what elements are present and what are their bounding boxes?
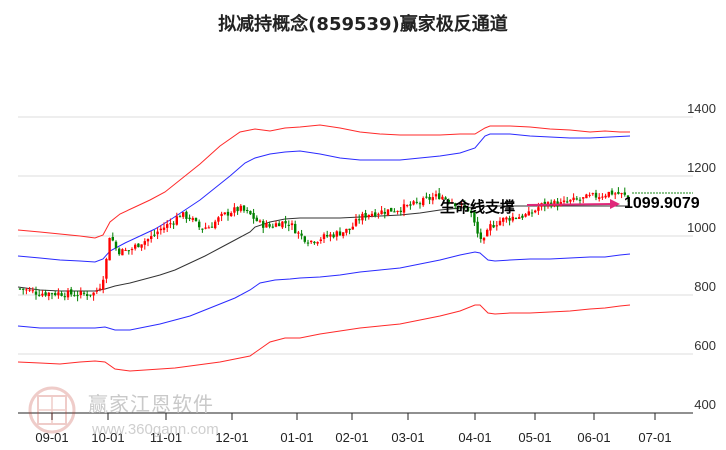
- watermark-logo: [28, 386, 76, 434]
- watermark-url: www.360gann.com: [92, 421, 219, 438]
- chart-title: 拟减持概念(859539)赢家极反通道: [218, 14, 508, 35]
- x-tick-label: 02-01: [335, 430, 369, 445]
- x-tick-label: 05-01: [518, 430, 552, 445]
- x-tick-label: 11-01: [149, 430, 183, 445]
- gridlines: [18, 116, 693, 355]
- y-tick-400: 400: [694, 397, 716, 412]
- inner-upper-band: [17, 133, 631, 263]
- support-value: 1099.9079: [624, 195, 700, 212]
- x-tick-label: 04-01: [458, 430, 492, 445]
- y-tick-1000: 1000: [687, 220, 716, 235]
- y-tick-1400: 1400: [687, 101, 716, 116]
- life-line: [17, 205, 630, 292]
- y-tick-800: 800: [694, 279, 716, 294]
- x-tick-label: 06-01: [577, 430, 611, 445]
- x-tick-label: 10-01: [91, 430, 125, 445]
- support-arrow: [526, 199, 620, 209]
- x-tick-label: 07-01: [638, 430, 672, 445]
- y-tick-1200: 1200: [687, 160, 716, 175]
- x-tick-label: 12-01: [215, 430, 249, 445]
- outer-upper-band: [17, 124, 630, 239]
- x-tick-label: 03-01: [391, 430, 425, 445]
- outer-lower-band: [17, 304, 631, 372]
- watermark-text: 赢家江恩软件: [88, 392, 214, 416]
- x-tick-label: 09-01: [35, 430, 69, 445]
- y-tick-600: 600: [694, 338, 716, 353]
- life-line-support-label: 生命线支撑: [440, 198, 516, 216]
- inner-lower-band: [17, 251, 631, 331]
- x-ticks: [51, 413, 656, 420]
- x-tick-label: 01-01: [280, 430, 314, 445]
